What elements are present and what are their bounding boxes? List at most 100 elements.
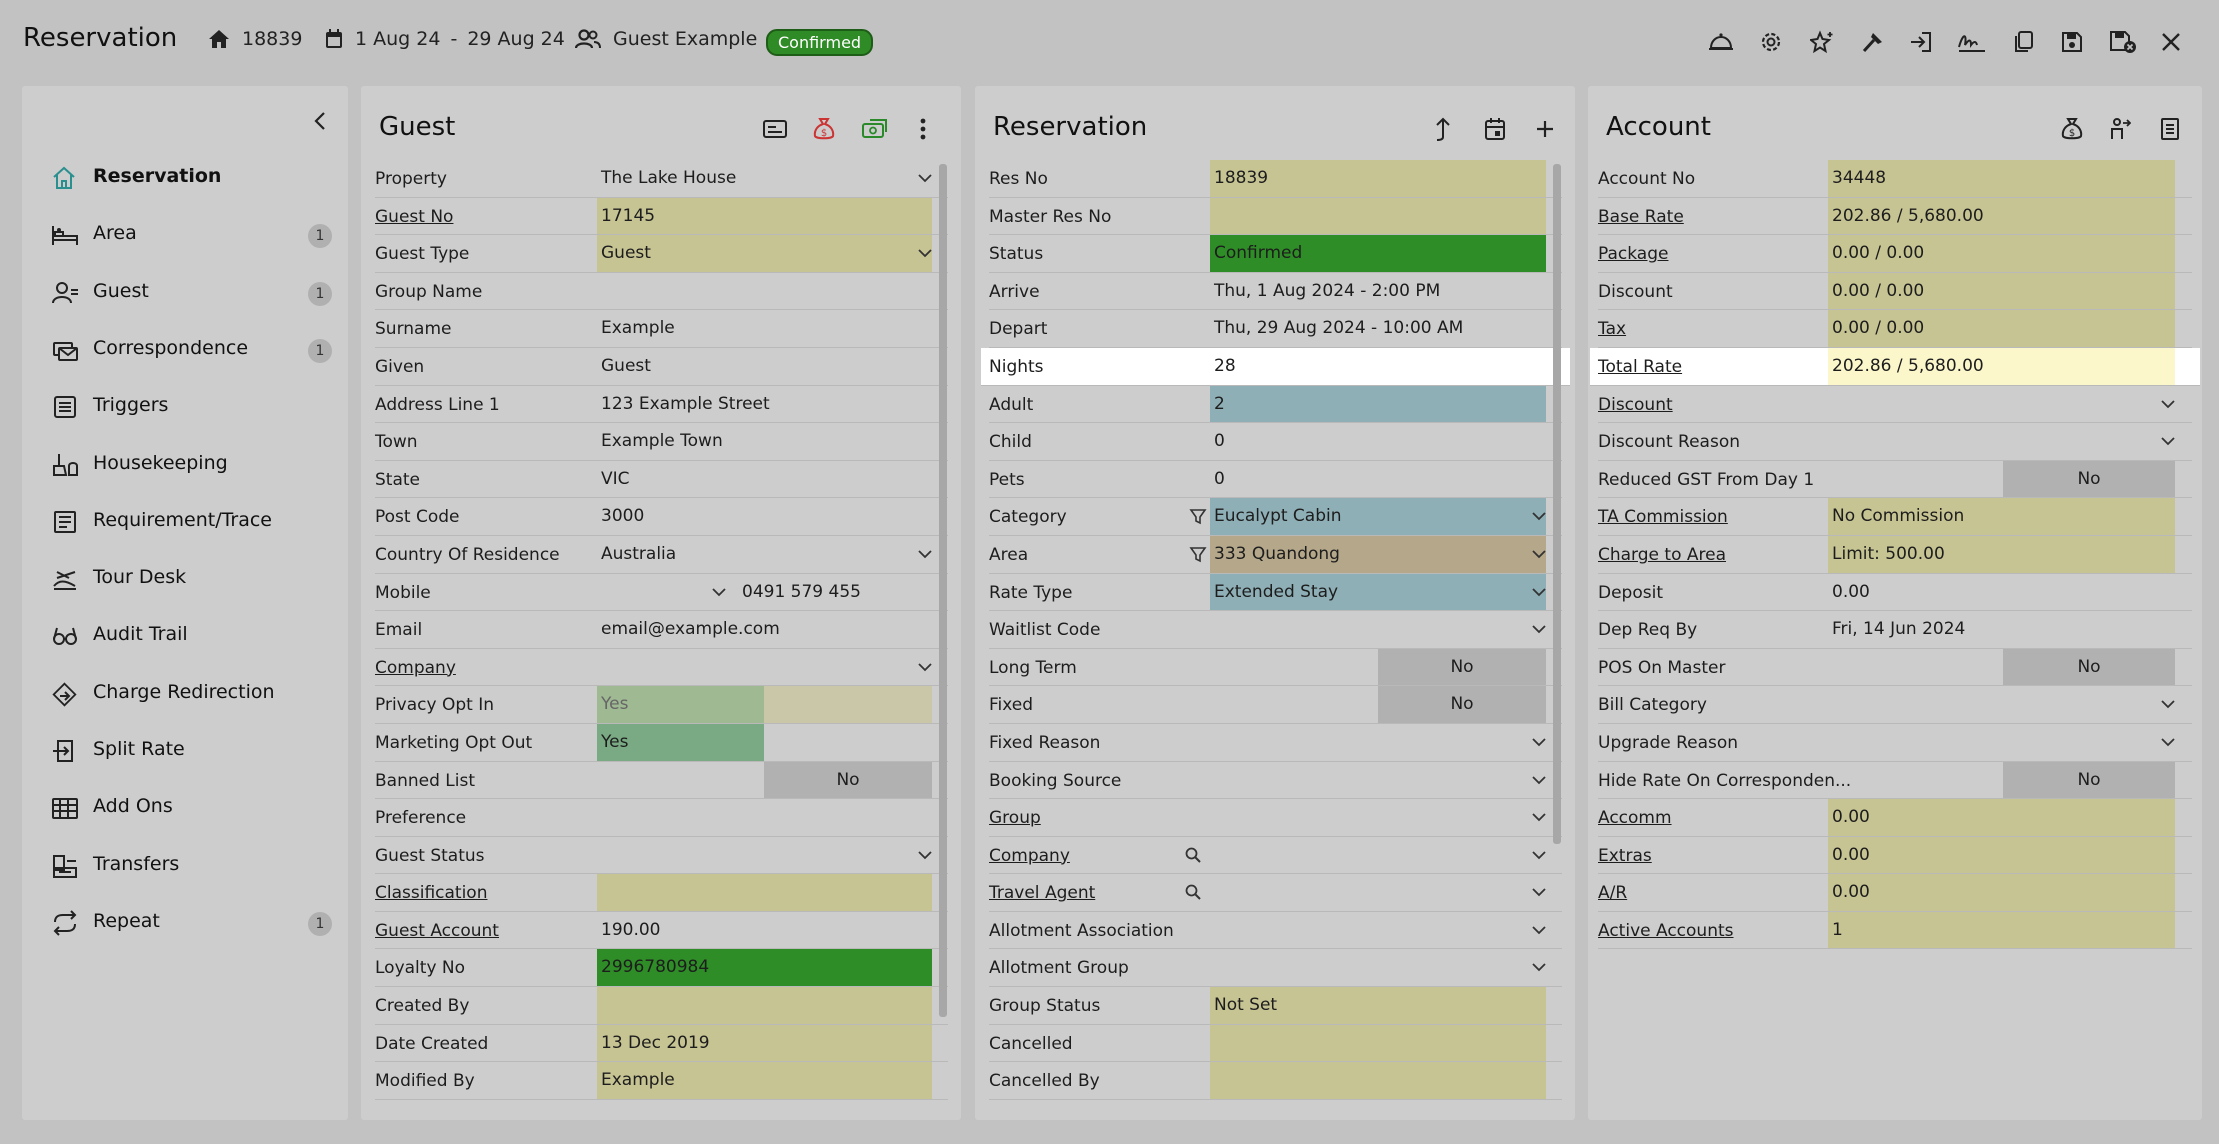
field-value[interactable]: 0.00 / 0.00 bbox=[1828, 310, 2175, 347]
field-value[interactable] bbox=[1828, 686, 2175, 723]
field-value[interactable]: Extended Stay bbox=[1210, 573, 1546, 611]
money-bag-icon[interactable]: $ bbox=[2055, 112, 2089, 146]
field-label[interactable]: Package bbox=[1598, 244, 1669, 265]
field-value[interactable]: No bbox=[1378, 648, 1546, 686]
field-value[interactable]: Fri, 14 Jun 2024 bbox=[1832, 619, 1966, 640]
invoice-icon[interactable] bbox=[2153, 112, 2187, 146]
sidebar-item-area[interactable]: Area 1 bbox=[22, 207, 348, 263]
field-value[interactable]: 28 bbox=[1214, 355, 1236, 376]
field-label[interactable]: Guest Account bbox=[375, 920, 499, 941]
field-value[interactable] bbox=[597, 799, 932, 836]
field-value[interactable] bbox=[1210, 1062, 1546, 1099]
field-label[interactable]: Company bbox=[989, 845, 1070, 866]
field-value[interactable]: Guest bbox=[601, 355, 651, 376]
sidebar-item-repeat[interactable]: Repeat 1 bbox=[22, 895, 348, 951]
save-icon[interactable] bbox=[2055, 25, 2089, 59]
money-transfer-icon[interactable] bbox=[857, 112, 891, 146]
chevron-down-icon[interactable] bbox=[2159, 733, 2177, 751]
sidebar-item-triggers[interactable]: Triggers bbox=[22, 379, 348, 435]
field-value[interactable] bbox=[1828, 423, 2175, 460]
field-value[interactable]: 0.00 bbox=[1828, 799, 2175, 836]
field-label[interactable]: Classification bbox=[375, 883, 488, 904]
field-label[interactable]: Extras bbox=[1598, 845, 1652, 866]
field-value[interactable]: 1 bbox=[1828, 911, 2175, 949]
field-value[interactable] bbox=[1210, 912, 1546, 949]
sidebar-item-housekeeping[interactable]: Housekeeping bbox=[22, 437, 348, 493]
field-value[interactable]: 190.00 bbox=[601, 919, 661, 940]
field-value[interactable]: 123 Example Street bbox=[601, 393, 770, 414]
field-label[interactable]: TA Commission bbox=[1598, 507, 1728, 528]
field-value[interactable]: 202.86 / 5,680.00 bbox=[1828, 197, 2175, 235]
search-icon[interactable] bbox=[1184, 846, 1202, 864]
field-label[interactable]: Charge to Area bbox=[1598, 544, 1726, 565]
field-value[interactable]: Thu, 29 Aug 2024 - 10:00 AM bbox=[1214, 318, 1464, 339]
sidebar-item-guest[interactable]: Guest 1 bbox=[22, 265, 348, 321]
field-value[interactable] bbox=[597, 987, 932, 1024]
field-value[interactable]: 13 Dec 2019 bbox=[597, 1024, 932, 1062]
field-value[interactable] bbox=[1210, 1024, 1546, 1062]
field-value[interactable] bbox=[597, 649, 932, 686]
field-value[interactable]: Yes bbox=[597, 723, 764, 761]
field-value[interactable]: 2996780984 bbox=[597, 949, 932, 987]
magic-icon[interactable] bbox=[1805, 25, 1839, 59]
field-value[interactable]: Yes bbox=[597, 686, 764, 723]
field-value[interactable] bbox=[1210, 724, 1546, 761]
settings-icon[interactable] bbox=[1754, 25, 1788, 59]
field-label[interactable]: A/R bbox=[1598, 883, 1628, 904]
field-value[interactable]: Example bbox=[601, 318, 675, 339]
field-value[interactable]: No bbox=[2003, 460, 2175, 498]
sidebar-item-add-ons[interactable]: Add Ons bbox=[22, 780, 348, 836]
field-value[interactable] bbox=[597, 874, 932, 911]
sidebar-item-tour-desk[interactable]: Tour Desk bbox=[22, 551, 348, 607]
field-label[interactable]: Company bbox=[375, 657, 456, 678]
chevron-down-icon[interactable] bbox=[916, 846, 934, 864]
close-icon[interactable] bbox=[2154, 25, 2188, 59]
field-value[interactable]: Guest bbox=[597, 235, 932, 272]
collapse-sidebar-icon[interactable] bbox=[308, 108, 334, 134]
filter-icon[interactable] bbox=[1189, 507, 1207, 525]
sidebar-item-audit-trail[interactable]: Audit Trail bbox=[22, 608, 348, 664]
field-value[interactable]: 34448 bbox=[1828, 160, 2175, 197]
field-label[interactable]: Total Rate bbox=[1598, 356, 1683, 377]
privacy-off-segment[interactable] bbox=[764, 686, 932, 723]
field-value[interactable]: Example Town bbox=[601, 431, 723, 452]
field-value[interactable]: 0.00 bbox=[1832, 581, 1870, 602]
chevron-down-icon[interactable] bbox=[1530, 958, 1548, 976]
sidebar-item-correspondence[interactable]: Correspondence 1 bbox=[22, 322, 348, 378]
chevron-down-icon[interactable] bbox=[1530, 545, 1548, 563]
filter-icon[interactable] bbox=[1189, 545, 1207, 563]
sidebar-item-requirement-trace[interactable]: Requirement/Trace bbox=[22, 494, 348, 550]
chevron-down-icon[interactable] bbox=[2159, 695, 2177, 713]
chevron-down-icon[interactable] bbox=[1530, 620, 1548, 638]
field-value[interactable]: No bbox=[2003, 648, 2175, 686]
field-value[interactable]: 0.00 bbox=[1828, 874, 2175, 911]
field-value[interactable]: No bbox=[1378, 686, 1546, 723]
upgrade-icon[interactable] bbox=[1426, 112, 1460, 146]
chevron-down-icon[interactable] bbox=[1530, 808, 1548, 826]
chevron-down-icon[interactable] bbox=[2159, 432, 2177, 450]
hammer-icon[interactable] bbox=[1856, 25, 1890, 59]
chevron-down-icon[interactable] bbox=[1530, 583, 1548, 601]
field-value[interactable]: 2 bbox=[1210, 385, 1546, 423]
field-value[interactable]: 0.00 / 0.00 bbox=[1828, 235, 2175, 272]
field-label[interactable]: Guest No bbox=[375, 206, 454, 227]
signature-icon[interactable] bbox=[1955, 25, 1989, 59]
more-options-icon[interactable] bbox=[906, 112, 940, 146]
field-value[interactable]: No bbox=[2003, 761, 2175, 799]
field-value[interactable]: 17145 bbox=[597, 197, 932, 235]
reservation-scrollbar[interactable] bbox=[1553, 164, 1561, 844]
guest-scrollbar[interactable] bbox=[939, 164, 947, 1017]
field-value[interactable]: 0.00 bbox=[1828, 836, 2175, 874]
field-value[interactable]: Australia bbox=[601, 543, 677, 564]
field-value[interactable]: 3000 bbox=[601, 506, 645, 527]
chevron-down-icon[interactable] bbox=[916, 545, 934, 563]
copy-icon[interactable] bbox=[2006, 25, 2040, 59]
field-value[interactable]: Limit: 500.00 bbox=[1828, 535, 2175, 573]
chevron-down-icon[interactable] bbox=[916, 169, 934, 187]
save-close-icon[interactable] bbox=[2106, 25, 2140, 59]
sidebar-item-reservation[interactable]: Reservation bbox=[22, 150, 348, 206]
field-value[interactable]: Confirmed bbox=[1210, 235, 1546, 272]
field-value[interactable] bbox=[1210, 799, 1546, 836]
chevron-down-icon[interactable] bbox=[2159, 395, 2177, 413]
chevron-down-icon[interactable] bbox=[1530, 771, 1548, 789]
